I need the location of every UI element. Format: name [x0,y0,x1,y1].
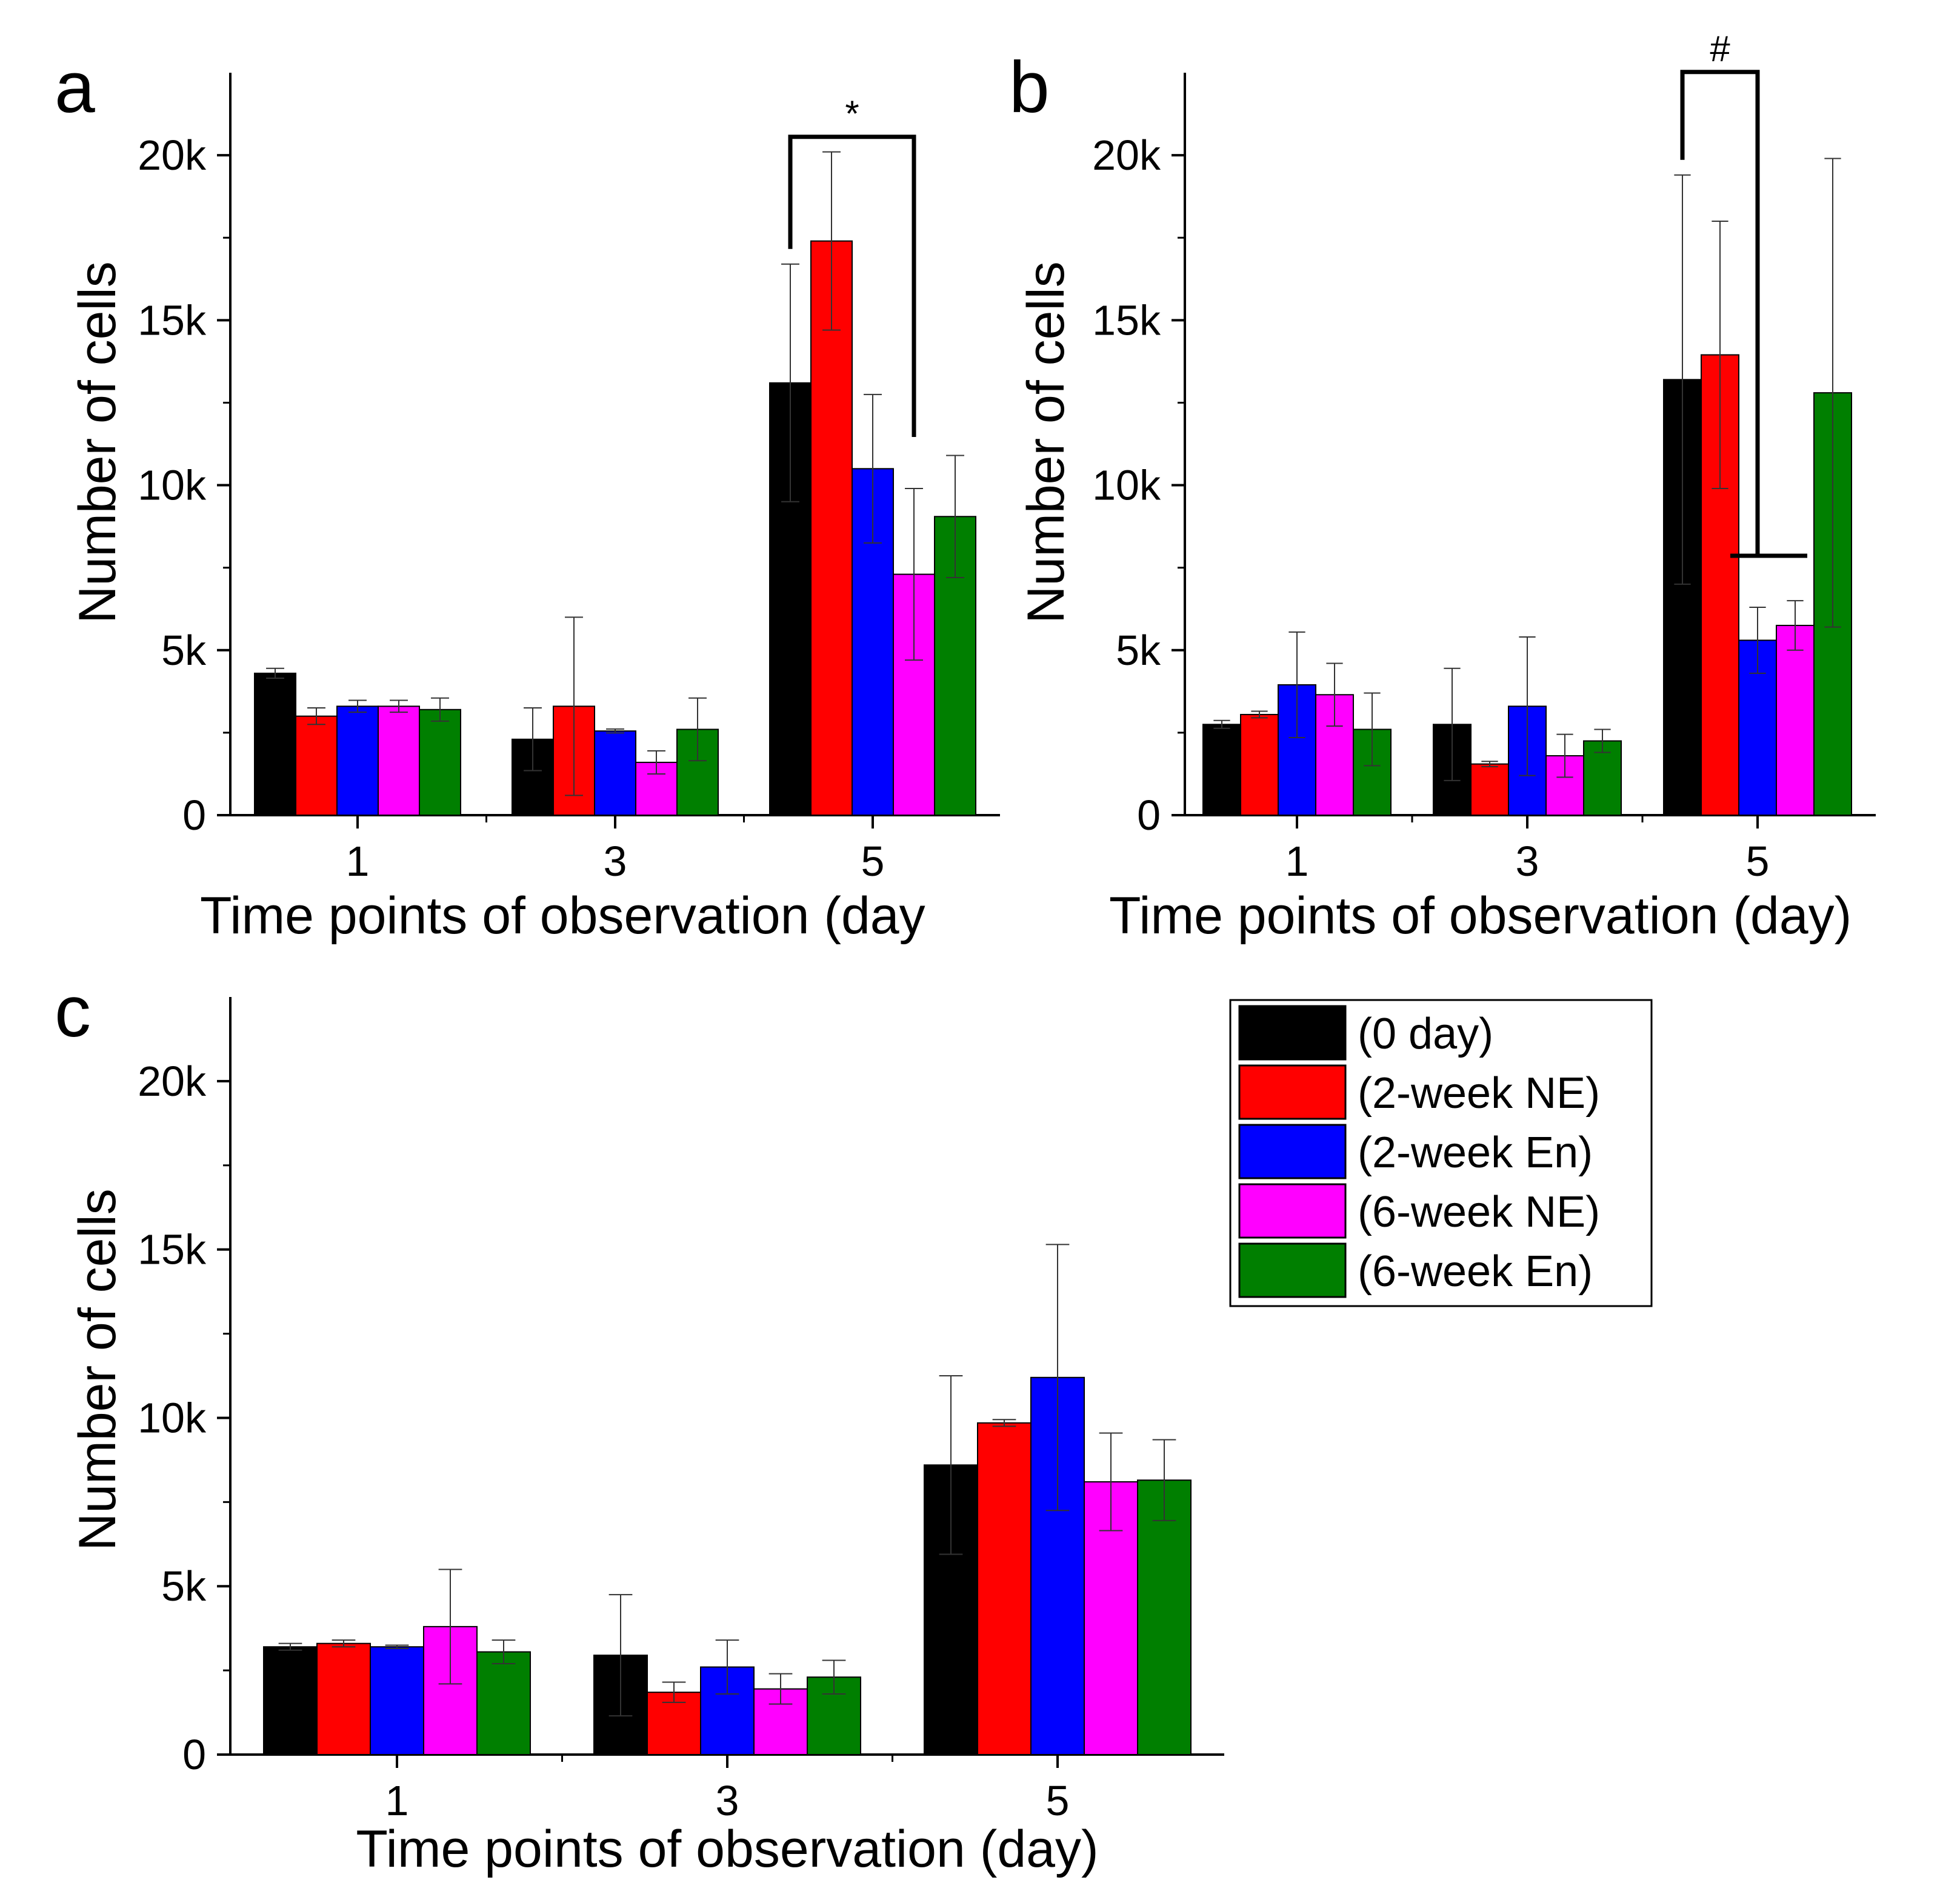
legend-label: (0 day) [1358,1010,1493,1058]
panel-a-x-tick-label: 1 [346,838,370,885]
panel-a-y-tick-label: 20k [138,132,207,179]
panel-b-significance-bracket [1680,70,1760,556]
legend-swatch [1238,1242,1347,1298]
panel-c-label: c [55,971,91,1052]
panel-a-plot-area: 0 5k 10k 15k 20k 1 3 5 * [138,73,1000,885]
panel-c-bar [977,1422,1032,1756]
panel-a-y-tick-label: 0 [182,792,206,839]
panel-b-bar [1202,724,1241,816]
panel-c-bar [263,1646,318,1755]
panel-b-bar [1776,624,1815,816]
panel-b-x-tick-label: 3 [1516,838,1539,885]
panel-c-x-tick-label: 5 [1046,1777,1070,1824]
panel-b-x-axis-label: Time points of observation (day) [1109,887,1852,945]
panel-b-plot-area: 0 5k 10k 15k 20k 1 3 5 # [1092,28,1876,885]
panel-a-y-axis-label: Number of cells [68,261,127,623]
legend: (0 day) (2-week NE) (2-week En) (6-week NE)… [1229,999,1653,1307]
panel-c-x-tick-label: 3 [716,1777,739,1824]
panel-c-y-axis-label: Number of cells [68,1189,127,1550]
panel-b-y-tick-label: 5k [1116,627,1161,674]
panel-c-bar [370,1646,424,1755]
panel-a-y-tick-label: 15k [138,296,207,344]
legend-label: (2-week NE) [1358,1069,1600,1118]
panel-b: b Number of cells Time points of observa… [1009,28,1876,945]
panel-a-bar [378,705,420,816]
panel-b-x-tick-label: 1 [1285,838,1309,885]
panel-a: a Number of cells Time points of observa… [55,47,1000,945]
panel-a-x-axis-label: Time points of observation (day [200,887,925,945]
panel-a-bar [295,715,338,816]
panel-c-y-tick-label: 5k [161,1562,207,1610]
panel-c-bar [476,1651,531,1756]
legend-swatch [1238,1005,1347,1061]
panel-a-y-tick-label: 10k [138,462,207,509]
legend-swatch [1238,1124,1347,1179]
panel-c-bar [316,1642,371,1756]
panel-c: c Number of cells Time points of observa… [55,971,1224,1878]
panel-a-y-tick-label: 5k [161,627,207,674]
panel-c-y-tick-label: 15k [138,1226,207,1273]
panel-a-bar [336,705,379,816]
legend-items: (0 day) (2-week NE) (2-week En) (6-week NE)… [1238,1005,1600,1298]
panel-b-y-tick-label: 10k [1092,462,1161,509]
panel-a-bar [810,240,853,816]
panel-b-significance-symbol: # [1710,28,1730,69]
panel-b-y-tick-label: 0 [1137,792,1161,839]
panel-b-x-tick-label: 5 [1746,838,1770,885]
panel-c-plot-area: 0 5k 10k 15k 20k 1 3 5 [138,997,1224,1824]
panel-b-y-tick-label: 15k [1092,296,1161,344]
legend-label: (6-week NE) [1358,1188,1600,1236]
panel-b-bar [1470,763,1509,816]
panel-a-bar [594,730,636,816]
panel-c-x-tick-label: 1 [385,1777,409,1824]
panel-b-y-tick-label: 20k [1092,132,1161,179]
panel-a-bar [254,672,296,816]
panel-b-y-axis-label: Number of cells [1017,261,1075,623]
panel-b-bar [1583,740,1622,816]
panel-b-bar [1240,713,1279,816]
panel-c-x-axis-label: Time points of observation (day) [356,1820,1098,1878]
panel-a-significance-bracket [788,135,916,437]
panel-c-y-tick-label: 10k [138,1394,207,1441]
panel-c-y-tick-label: 20k [138,1058,207,1105]
panel-a-x-tick-label: 3 [604,838,627,885]
panel-a-significance-symbol: * [845,93,859,134]
legend-label: (6-week En) [1358,1247,1593,1296]
legend-swatch [1238,1064,1347,1120]
legend-swatch [1238,1183,1347,1239]
legend-label: (2-week En) [1358,1129,1593,1177]
panel-b-label: b [1009,47,1050,128]
panel-c-bar [1137,1479,1192,1755]
panel-a-x-tick-label: 5 [861,838,885,885]
panel-c-y-tick-label: 0 [182,1731,206,1778]
panel-a-bar [419,708,461,816]
panel-a-label: a [55,47,95,128]
